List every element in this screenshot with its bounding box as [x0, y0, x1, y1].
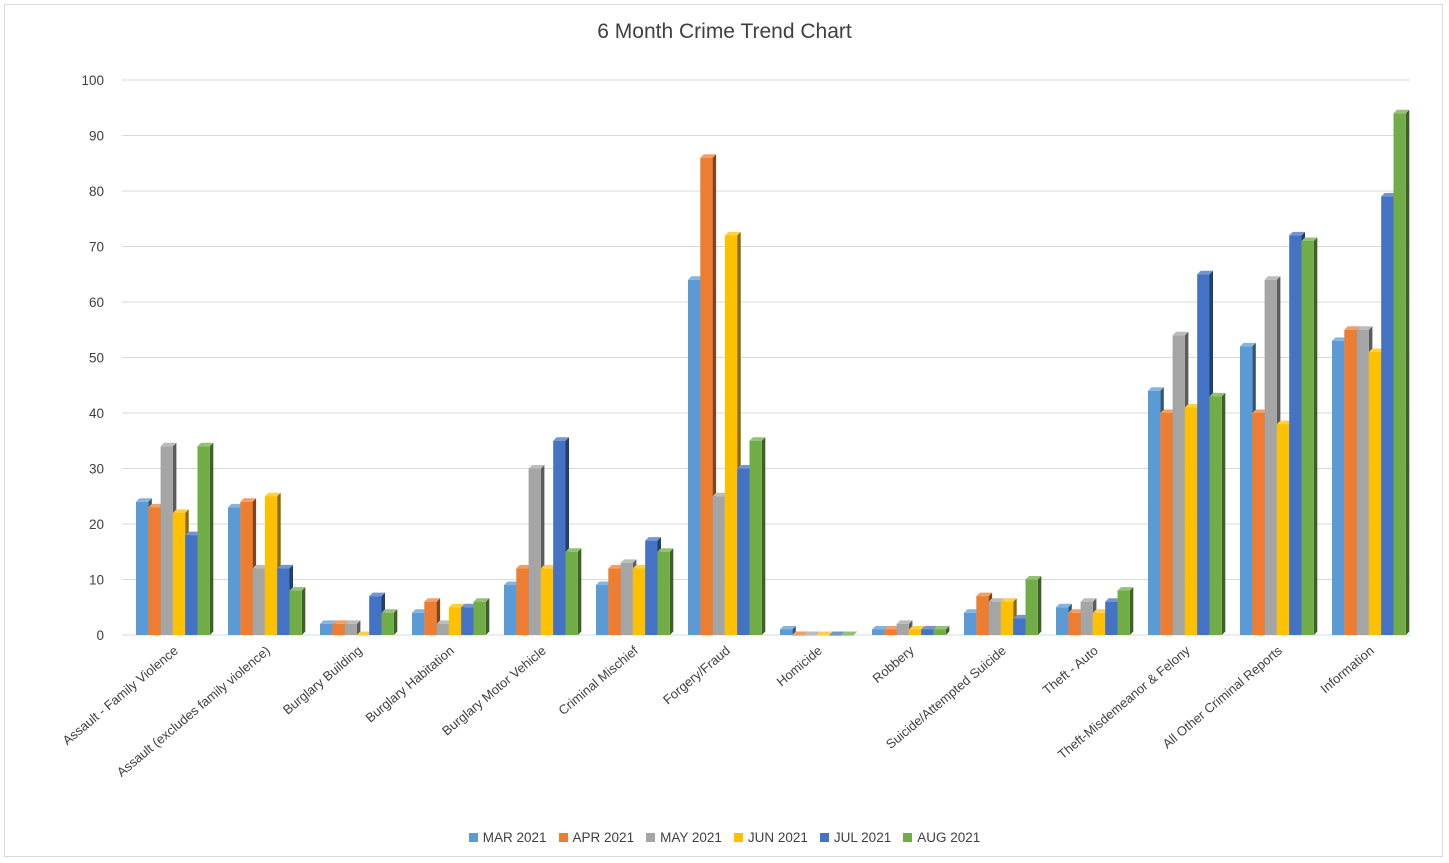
y-tick-label: 70 — [89, 240, 104, 255]
y-tick-label: 60 — [89, 295, 104, 310]
y-tick-label: 30 — [89, 462, 104, 477]
x-tick-label: Burglary Motor Vehicle — [439, 643, 549, 739]
bar — [344, 620, 361, 635]
bar — [197, 442, 214, 635]
y-tick-label: 100 — [81, 73, 104, 88]
legend: MAR 2021 APR 2021 MAY 2021 JUN 2021 JUL 2021… — [0, 830, 1449, 845]
x-tick-label: Burglary Building — [280, 643, 365, 718]
bar — [792, 631, 809, 636]
y-tick-label: 10 — [89, 573, 104, 588]
legend-label: JUL 2021 — [833, 830, 892, 845]
bar — [381, 609, 398, 635]
legend-entry: JUN 2021 — [733, 830, 808, 845]
bar — [780, 625, 796, 635]
legend-entry: APR 2021 — [558, 830, 635, 845]
legend-entry: MAR 2021 — [468, 830, 547, 845]
bar — [841, 631, 858, 636]
x-tick-label: Theft - Auto — [1040, 643, 1101, 698]
bar — [1117, 587, 1134, 635]
x-tick-label: Robbery — [870, 642, 918, 685]
bar — [829, 631, 845, 636]
legend-swatch — [819, 833, 829, 842]
x-tick-label: Information — [1317, 643, 1376, 696]
bar — [1393, 109, 1410, 636]
bar — [749, 437, 766, 635]
bar — [816, 631, 833, 636]
bar — [356, 631, 373, 636]
y-tick-label: 80 — [89, 184, 104, 199]
legend-swatch — [558, 833, 568, 842]
bar — [1209, 392, 1226, 635]
x-tick-label: Burglary Habitation — [362, 643, 456, 726]
x-tick-label: Criminal Mischief — [555, 643, 641, 718]
y-tick-label: 50 — [89, 351, 104, 366]
y-tick-label: 20 — [89, 517, 104, 532]
bar — [804, 631, 821, 636]
legend-label: MAY 2021 — [660, 830, 722, 845]
y-tick-label: 0 — [96, 628, 104, 643]
legend-swatch — [468, 833, 478, 842]
x-tick-label: Homicide — [774, 643, 825, 689]
bar — [565, 548, 582, 635]
bar — [657, 548, 674, 635]
chart-title: 6 Month Crime Trend Chart — [597, 20, 852, 43]
bar — [933, 625, 950, 635]
legend-entry: JUL 2021 — [819, 830, 892, 845]
bar — [1301, 237, 1318, 635]
bar — [1025, 576, 1042, 635]
y-tick-label: 90 — [89, 129, 104, 144]
bar — [473, 598, 490, 635]
legend-swatch — [903, 833, 913, 842]
legend-entry: AUG 2021 — [903, 830, 980, 845]
x-tick-label: Assault (excludes family violence) — [114, 643, 273, 780]
legend-entry: MAY 2021 — [646, 830, 722, 845]
legend-label: MAR 2021 — [482, 830, 547, 845]
legend-label: APR 2021 — [572, 830, 635, 845]
legend-label: JUN 2021 — [747, 830, 808, 845]
bar — [289, 587, 306, 635]
legend-label: AUG 2021 — [917, 830, 981, 845]
y-tick-label: 40 — [89, 406, 104, 421]
legend-swatch — [646, 833, 656, 842]
x-tick-label: Forgery/Fraud — [660, 643, 733, 707]
legend-swatch — [733, 833, 743, 842]
